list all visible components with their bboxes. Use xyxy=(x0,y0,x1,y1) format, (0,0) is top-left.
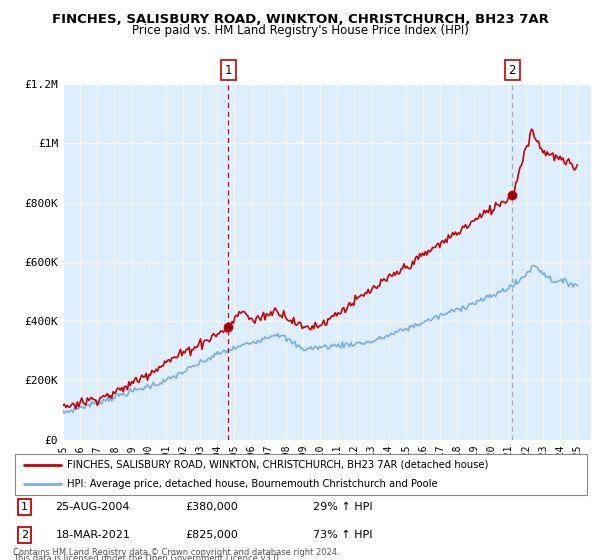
Text: 29% ↑ HPI: 29% ↑ HPI xyxy=(313,502,373,512)
FancyBboxPatch shape xyxy=(15,455,587,495)
Text: 18-MAR-2021: 18-MAR-2021 xyxy=(55,530,130,540)
Text: 1: 1 xyxy=(224,64,232,77)
Text: FINCHES, SALISBURY ROAD, WINKTON, CHRISTCHURCH, BH23 7AR (detached house): FINCHES, SALISBURY ROAD, WINKTON, CHRIST… xyxy=(67,460,488,470)
Text: Contains HM Land Registry data © Crown copyright and database right 2024.: Contains HM Land Registry data © Crown c… xyxy=(13,548,340,557)
Text: Price paid vs. HM Land Registry's House Price Index (HPI): Price paid vs. HM Land Registry's House … xyxy=(131,24,469,36)
Text: 2: 2 xyxy=(21,530,28,540)
Text: FINCHES, SALISBURY ROAD, WINKTON, CHRISTCHURCH, BH23 7AR: FINCHES, SALISBURY ROAD, WINKTON, CHRIST… xyxy=(52,13,548,26)
Text: 25-AUG-2004: 25-AUG-2004 xyxy=(55,502,130,512)
Text: HPI: Average price, detached house, Bournemouth Christchurch and Poole: HPI: Average price, detached house, Bour… xyxy=(67,479,437,489)
Text: 73% ↑ HPI: 73% ↑ HPI xyxy=(313,530,373,540)
Text: 1: 1 xyxy=(21,502,28,512)
Text: 2: 2 xyxy=(509,64,516,77)
Text: £825,000: £825,000 xyxy=(186,530,239,540)
Text: £380,000: £380,000 xyxy=(186,502,238,512)
Text: This data is licensed under the Open Government Licence v3.0.: This data is licensed under the Open Gov… xyxy=(13,554,281,560)
